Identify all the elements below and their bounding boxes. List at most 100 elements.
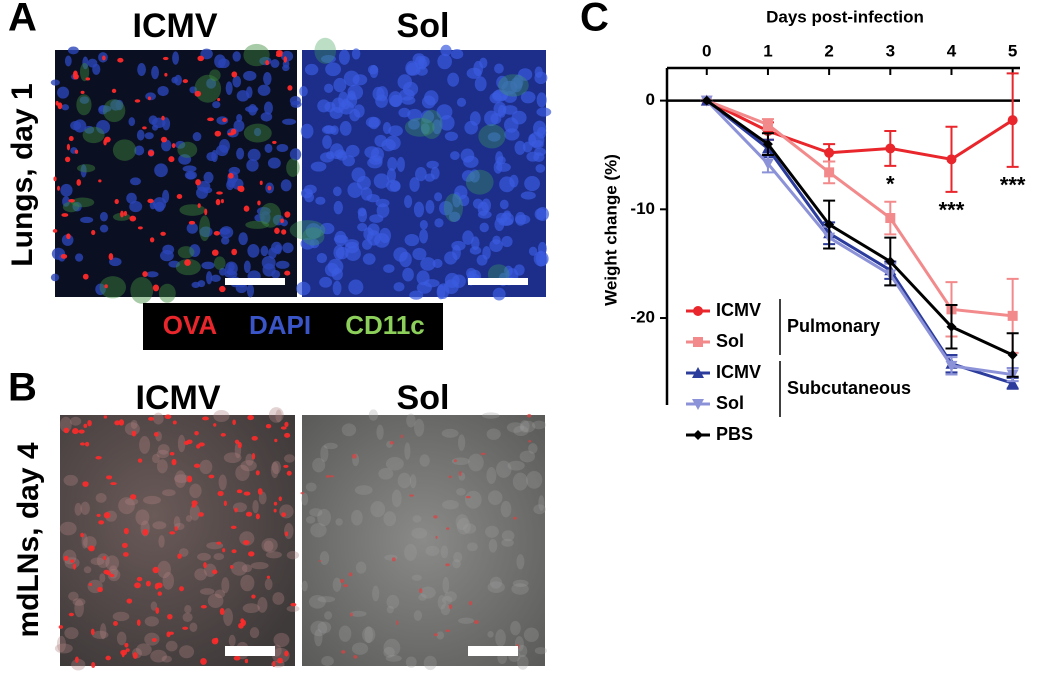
texture-dot [95, 493, 107, 503]
stain-legend-box [143, 303, 443, 350]
texture-dot [486, 428, 501, 440]
texture-dot [129, 215, 137, 222]
texture-dot [137, 226, 143, 230]
panel-letter: A [8, 0, 37, 40]
texture-dot [499, 199, 509, 210]
texture-dot [238, 622, 244, 629]
texture-dot [456, 487, 466, 496]
texture-dot [301, 580, 308, 592]
texture-dot [74, 149, 79, 154]
texture-dot [267, 157, 281, 169]
texture-dot [468, 600, 473, 606]
texture-dot [92, 630, 109, 639]
texture-dot [182, 612, 193, 622]
texture-dot [158, 535, 165, 548]
texture-dot [319, 222, 335, 235]
texture-dot [383, 638, 401, 657]
texture-dot [176, 194, 183, 200]
texture-dot [74, 253, 84, 262]
x-tick-label: 4 [947, 41, 957, 60]
texture-dot [310, 523, 327, 538]
texture-dot [103, 512, 111, 519]
texture-dot [80, 164, 87, 178]
texture-dot [238, 185, 245, 193]
texture-dot [266, 575, 271, 579]
stain-label: CD11c [345, 310, 425, 340]
texture-dot [70, 559, 75, 563]
texture-dot [246, 159, 259, 172]
texture-dot [62, 196, 70, 207]
texture-dot [230, 525, 237, 530]
texture-dot [144, 632, 160, 646]
texture-dot [121, 542, 128, 549]
texture-dot [300, 237, 315, 250]
texture-dot [538, 495, 545, 511]
texture-dot [154, 163, 168, 178]
texture-dot [413, 610, 423, 621]
texture-dot [385, 655, 402, 662]
texture-dot [345, 144, 360, 158]
texture-dot [60, 183, 73, 197]
texture-dot [270, 461, 279, 479]
texture-dot [85, 77, 91, 81]
texture-dot [354, 485, 373, 495]
texture-dot [231, 248, 238, 256]
texture-dot [174, 474, 190, 483]
texture-dot [197, 203, 201, 208]
texture-dot [63, 555, 69, 561]
texture-dot [182, 626, 189, 630]
texture-dot [247, 148, 261, 162]
texture-dot [257, 488, 263, 495]
texture-dot [68, 135, 74, 142]
texture-dot [362, 626, 376, 643]
texture-dot [182, 79, 189, 84]
texture-dot [473, 620, 479, 625]
texture-dot [260, 245, 269, 257]
texture-dot [513, 516, 517, 520]
texture-dot [528, 443, 538, 454]
texture-dot [409, 290, 424, 300]
texture-dot [317, 621, 332, 634]
texture-dot [409, 474, 417, 489]
texture-dot [195, 179, 201, 186]
legend-marker [692, 367, 704, 378]
texture-dot [286, 605, 300, 612]
texture-dot [277, 657, 284, 664]
texture-dot [518, 68, 533, 81]
texture-dot [451, 457, 470, 466]
texture-dot [212, 101, 221, 109]
texture-dot [213, 231, 221, 236]
texture-dot [134, 145, 145, 156]
texture-dot [281, 512, 287, 517]
data-point [701, 95, 712, 106]
texture-dot [220, 433, 226, 437]
texture-dot [157, 560, 171, 579]
scale-bar [225, 646, 275, 656]
texture-dot [98, 179, 102, 183]
texture-dot [464, 490, 482, 509]
texture-dot [111, 88, 117, 94]
texture-dot [130, 177, 141, 186]
texture-dot [58, 625, 64, 629]
texture-dot [510, 620, 521, 636]
texture-dot [193, 463, 201, 468]
texture-dot [286, 550, 300, 560]
texture-dot [388, 91, 403, 107]
texture-dot [409, 177, 420, 192]
texture-dot [367, 157, 383, 169]
texture-dot [259, 180, 263, 186]
texture-dot [77, 164, 96, 173]
texture-dot [341, 423, 357, 437]
texture-dot [445, 629, 451, 633]
texture-dot [210, 274, 221, 282]
texture-dot [437, 53, 452, 70]
texture-dot [333, 77, 347, 93]
texture-dot [383, 511, 397, 527]
texture-dot [243, 205, 250, 212]
texture-dot [78, 429, 85, 434]
texture-dot [289, 148, 302, 161]
texture-dot [389, 181, 401, 192]
texture-dot [79, 442, 85, 446]
legend-label: Sol [716, 393, 744, 413]
texture-dot [218, 474, 227, 491]
